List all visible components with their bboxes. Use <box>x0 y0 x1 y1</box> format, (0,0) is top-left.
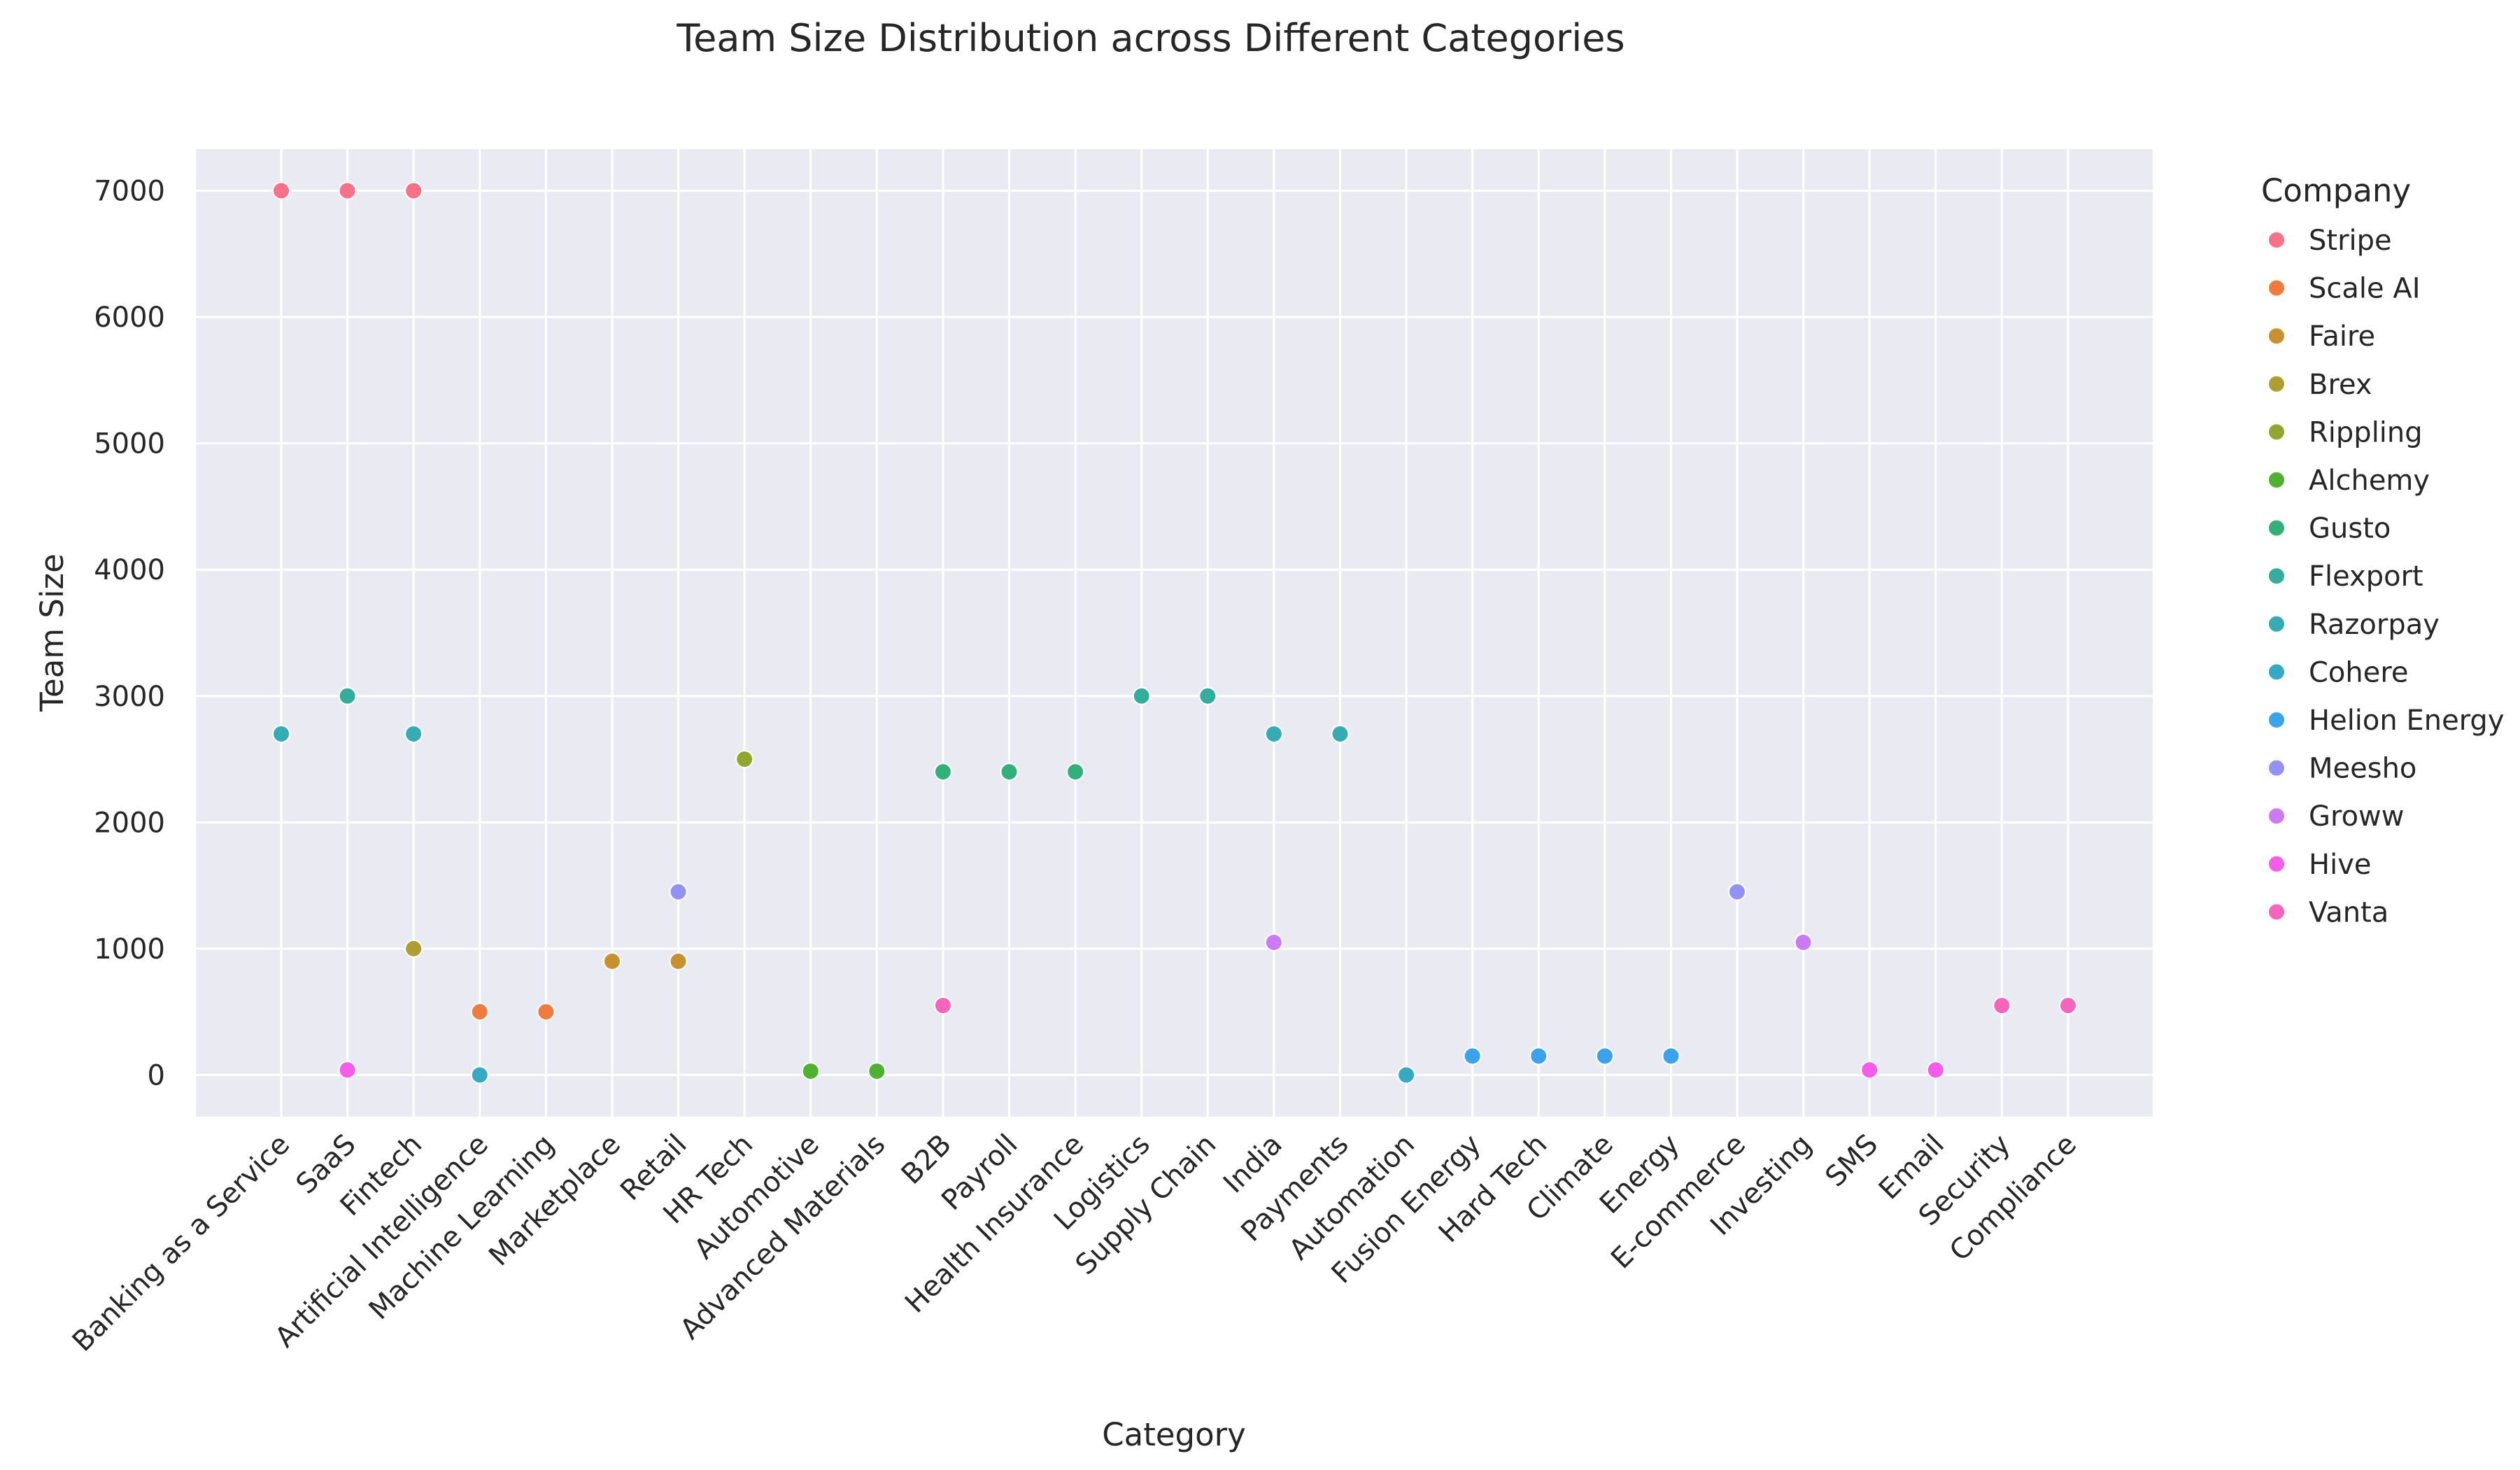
data-point <box>669 882 688 901</box>
data-point <box>2059 996 2077 1015</box>
data-point <box>470 1066 489 1084</box>
data-point <box>272 724 290 743</box>
data-point <box>933 996 952 1015</box>
data-point <box>1662 1047 1680 1066</box>
legend-marker <box>2267 327 2286 346</box>
data-point <box>1463 1047 1482 1066</box>
legend-marker <box>2267 663 2286 681</box>
legend-title: Company <box>2261 172 2411 209</box>
legend-label: Alchemy <box>2309 465 2430 497</box>
data-point <box>470 1003 489 1022</box>
legend-label: Brex <box>2309 369 2372 401</box>
y-tick-label: 6000 <box>94 302 165 334</box>
data-point <box>1000 763 1019 782</box>
legend-label: Rippling <box>2309 416 2423 448</box>
y-tick-label: 7000 <box>94 176 165 208</box>
data-point <box>1529 1047 1548 1066</box>
data-point <box>1264 933 1283 952</box>
legend-label: Flexport <box>2309 560 2423 593</box>
legend: Company Stripe Scale AI Faire Brex Rippling A… <box>2261 172 2505 928</box>
data-point <box>735 750 754 769</box>
data-point <box>1066 763 1085 782</box>
legend-label: Helion Energy <box>2309 705 2505 737</box>
data-point <box>1860 1061 1879 1080</box>
data-point <box>338 686 357 705</box>
x-tick-labels: Banking as a ServiceSaaSFintechArtificia… <box>66 1129 2083 1358</box>
y-axis-label: Team Size <box>34 553 71 712</box>
legend-label: Meesho <box>2309 753 2416 785</box>
x-axis-label: Category <box>1102 1416 1246 1453</box>
legend-marker <box>2267 711 2286 729</box>
plot-area <box>196 149 2153 1117</box>
legend-marker <box>2267 423 2286 441</box>
legend-label: Gusto <box>2309 513 2391 545</box>
data-point <box>868 1062 886 1081</box>
legend-label: Stripe <box>2309 225 2392 257</box>
data-point <box>537 1003 555 1022</box>
chart-title: Team Size Distribution across Different … <box>676 16 1624 60</box>
data-point <box>801 1062 820 1081</box>
data-point <box>1397 1066 1416 1084</box>
y-tick-label: 0 <box>148 1059 165 1091</box>
legend-label: Vanta <box>2309 896 2388 928</box>
data-point <box>1926 1061 1945 1080</box>
legend-label: Cohere <box>2309 656 2409 688</box>
data-point <box>1132 686 1151 705</box>
legend-marker <box>2267 471 2286 489</box>
legend-marker <box>2267 758 2286 777</box>
data-point <box>1794 933 1813 952</box>
data-point <box>1728 882 1747 901</box>
legend-marker <box>2267 567 2286 586</box>
y-tick-labels: 0 1000 2000 3000 4000 5000 6000 7000 <box>94 176 165 1092</box>
data-point <box>338 181 357 200</box>
data-point <box>933 763 952 782</box>
legend-marker <box>2267 374 2286 393</box>
data-point <box>1198 686 1217 705</box>
legend-marker <box>2267 854 2286 873</box>
legend-label: Scale AI <box>2309 273 2421 305</box>
legend-marker <box>2267 518 2286 537</box>
x-tick-label: Banking as a Service <box>66 1129 296 1358</box>
data-point <box>602 952 621 970</box>
data-point <box>1595 1047 1614 1066</box>
y-tick-label: 3000 <box>94 681 165 713</box>
legend-marker <box>2267 903 2286 921</box>
data-point <box>404 181 423 200</box>
data-point <box>1264 724 1283 743</box>
legend-marker <box>2267 807 2286 826</box>
y-tick-label: 1000 <box>94 933 165 966</box>
data-point <box>404 724 423 743</box>
data-point <box>404 939 423 958</box>
legend-label: Razorpay <box>2309 609 2440 641</box>
legend-marker <box>2267 231 2286 249</box>
data-point <box>669 952 688 970</box>
y-tick-label: 2000 <box>94 807 165 839</box>
y-tick-label: 4000 <box>94 554 165 586</box>
data-points <box>272 181 2077 1084</box>
data-point <box>1992 996 2011 1015</box>
data-point <box>272 181 290 200</box>
data-point <box>1331 724 1350 743</box>
legend-label: Hive <box>2309 849 2371 881</box>
legend-marker <box>2267 614 2286 633</box>
legend-marker <box>2267 278 2286 297</box>
data-point <box>338 1061 357 1080</box>
y-tick-label: 5000 <box>94 428 165 460</box>
legend-label: Faire <box>2309 320 2375 353</box>
legend-label: Groww <box>2309 800 2404 833</box>
